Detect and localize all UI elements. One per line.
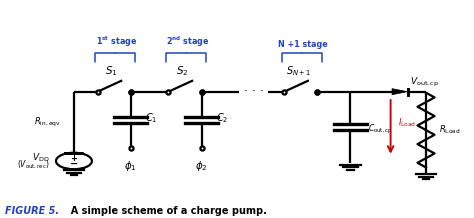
Text: $V_{\mathregular{DD}}$: $V_{\mathregular{DD}}$ bbox=[32, 152, 49, 164]
Text: $S_1$: $S_1$ bbox=[106, 64, 118, 78]
Text: FIGURE 5.: FIGURE 5. bbox=[5, 206, 59, 216]
Text: +: + bbox=[71, 154, 77, 163]
Text: 1$^{\mathregular{st}}$ stage: 1$^{\mathregular{st}}$ stage bbox=[96, 35, 137, 49]
Polygon shape bbox=[392, 89, 408, 95]
Text: · · ·: · · · bbox=[244, 85, 264, 98]
Text: $R_{\mathregular{Load}}$: $R_{\mathregular{Load}}$ bbox=[439, 123, 461, 136]
Text: $(V_{\mathregular{out,rec}})$: $(V_{\mathregular{out,rec}})$ bbox=[17, 159, 49, 171]
Text: $V_{\mathregular{out,cp}}$: $V_{\mathregular{out,cp}}$ bbox=[410, 76, 439, 89]
Text: $I_{\mathregular{Load}}$: $I_{\mathregular{Load}}$ bbox=[398, 116, 416, 129]
Text: A simple scheme of a charge pump.: A simple scheme of a charge pump. bbox=[64, 206, 267, 216]
Text: $S_{N+1}$: $S_{N+1}$ bbox=[286, 64, 311, 78]
Text: $\phi_2$: $\phi_2$ bbox=[195, 159, 208, 173]
Text: $C_{\mathregular{out,cp}}$: $C_{\mathregular{out,cp}}$ bbox=[368, 123, 393, 136]
Text: $\phi_1$: $\phi_1$ bbox=[124, 159, 137, 173]
Text: −: − bbox=[70, 159, 78, 169]
Text: $C_1$: $C_1$ bbox=[145, 111, 157, 124]
Text: $R_{\mathregular{in,eqv}}$: $R_{\mathregular{in,eqv}}$ bbox=[34, 116, 61, 129]
Text: $C_2$: $C_2$ bbox=[216, 111, 228, 124]
Text: 2$^{\mathregular{nd}}$ stage: 2$^{\mathregular{nd}}$ stage bbox=[165, 35, 209, 49]
Text: $S_2$: $S_2$ bbox=[176, 64, 189, 78]
Text: N +1 stage: N +1 stage bbox=[278, 40, 328, 49]
